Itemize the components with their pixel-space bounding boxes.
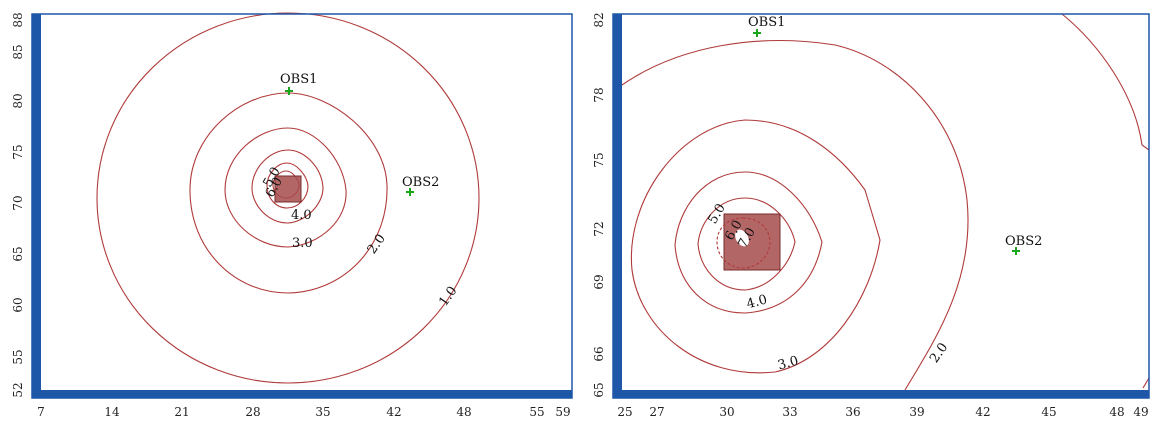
y-tick: 55 [11, 349, 25, 364]
y-tick: 75 [592, 152, 606, 167]
left-contour-4 [251, 149, 324, 224]
contour-label-4: 4.0 [291, 208, 312, 223]
right-contour-4 [674, 171, 823, 314]
left-x-axis-bar [32, 390, 572, 398]
contour-label-3: 3.0 [292, 236, 313, 251]
left-contour-2 [189, 92, 388, 294]
right-contour-6 [716, 217, 771, 269]
x-tick: 48 [1109, 405, 1124, 419]
right-panel: 7.0 6.0 5.0 4.0 3.0 2.0 OBS1 OBS2 65 66 … [592, 12, 1150, 419]
x-tick: 7 [37, 405, 45, 419]
left-panel: 6.0 5.0 4.0 3.0 2.0 1.0 OBS1 OBS2 52 55 … [11, 12, 573, 419]
obs-marker-icon [1012, 247, 1020, 255]
left-x-ticks: 7 14 21 28 35 42 48 55 59 [37, 405, 570, 419]
left-plot-area [41, 14, 572, 390]
right-contour-3 [630, 119, 881, 374]
y-tick: 72 [592, 221, 606, 236]
left-obs1: OBS1 [280, 72, 317, 95]
x-tick: 33 [782, 405, 797, 419]
y-tick: 88 [11, 12, 25, 27]
obs-marker-icon [406, 188, 414, 196]
right-x-ticks: 25 27 30 33 36 39 42 45 48 49 [617, 405, 1148, 419]
right-obs1: OBS1 [748, 15, 785, 37]
obs-marker-icon [285, 87, 293, 95]
y-tick: 65 [592, 382, 606, 397]
x-tick: 21 [174, 405, 189, 419]
left-obs2: OBS2 [402, 175, 439, 196]
right-frame [612, 13, 1150, 399]
right-source-block [723, 213, 781, 271]
right-x-axis-bar [613, 390, 1149, 398]
left-contour-5 [266, 162, 309, 209]
left-contour-3 [224, 127, 347, 248]
left-y-ticks: 52 55 60 65 70 75 80 85 88 [11, 12, 25, 397]
x-tick: 42 [386, 405, 401, 419]
y-tick: 75 [11, 144, 25, 159]
right-contour-1-top [1061, 13, 1150, 151]
left-frame [31, 13, 573, 399]
y-tick: 78 [592, 87, 606, 102]
left-contour-1 [96, 12, 480, 384]
x-tick: 28 [245, 405, 260, 419]
x-tick: 48 [456, 405, 471, 419]
right-y-axis-bar [613, 14, 622, 390]
x-tick: 59 [555, 405, 570, 419]
contour-label-4: 4.0 [745, 292, 769, 312]
x-tick: 27 [649, 405, 664, 419]
x-tick: 45 [1041, 405, 1056, 419]
x-tick: 36 [845, 405, 860, 419]
x-tick: 42 [975, 405, 990, 419]
y-tick: 85 [11, 44, 25, 59]
right-plot-area [622, 14, 1149, 390]
x-tick: 49 [1133, 405, 1148, 419]
y-tick: 70 [11, 195, 25, 210]
left-source-block [274, 175, 302, 203]
y-tick: 80 [11, 93, 25, 108]
obs-label: OBS1 [280, 72, 317, 87]
obs-label: OBS1 [748, 15, 785, 30]
y-tick: 65 [11, 246, 25, 261]
left-contours [96, 12, 480, 384]
x-tick: 25 [617, 405, 632, 419]
obs-label: OBS2 [1005, 234, 1042, 249]
x-tick: 39 [909, 405, 924, 419]
right-obs2: OBS2 [1005, 234, 1042, 255]
right-y-ticks: 65 66 69 72 75 78 82 [592, 12, 606, 397]
left-y-axis-bar [32, 14, 41, 390]
right-contour-2 [621, 40, 969, 391]
y-tick: 60 [11, 297, 25, 312]
y-tick: 82 [592, 12, 606, 27]
x-tick: 35 [315, 405, 330, 419]
y-tick: 52 [11, 382, 25, 397]
contour-label-3: 3.0 [776, 354, 800, 374]
obs-marker-icon [753, 29, 761, 37]
x-tick: 55 [529, 405, 544, 419]
obs-label: OBS2 [402, 175, 439, 190]
right-contour-1-bottom [1142, 377, 1150, 389]
y-tick: 66 [592, 346, 606, 361]
x-tick: 14 [104, 405, 120, 419]
right-contour-5 [697, 197, 796, 291]
y-tick: 69 [592, 274, 606, 289]
x-tick: 30 [719, 405, 734, 419]
right-source-hole [735, 229, 749, 247]
right-contours [621, 13, 1150, 391]
